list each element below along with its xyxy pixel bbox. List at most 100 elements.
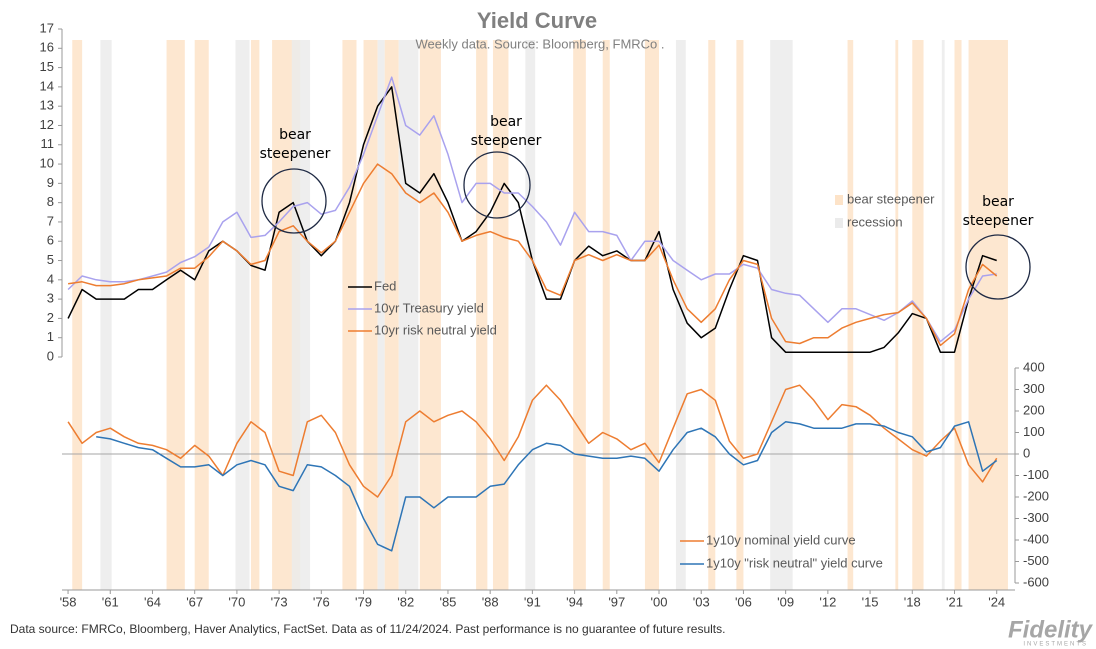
y-tick-label: 0 [47,348,54,363]
legend-label: 1y10y "risk neutral" yield curve [706,555,883,570]
x-tick-label: '12 [819,594,836,609]
y-tick-label: 9 [47,175,54,190]
legend-label: recession [847,214,903,229]
y-tick-label: 8 [47,194,54,209]
x-tick-label: '97 [608,594,625,609]
y-tick-label: -300 [1023,510,1049,525]
x-tick-label: '06 [735,594,752,609]
band [250,40,260,590]
logo: Fidelity [1008,616,1094,643]
legend-label: 10yr risk neutral yield [374,322,497,337]
annotation: bear steepener [962,194,1034,229]
x-tick-label: '82 [397,594,414,609]
band [492,40,509,590]
band [525,40,536,590]
series-line [96,421,998,552]
annotation: bear steepener [470,114,542,149]
chart-title: Yield Curve [477,8,597,33]
x-tick-label: '15 [862,594,879,609]
annotation-circle [463,151,531,219]
chart-subtitle: Weekly data. Source: Bloomberg, FMRCo . [415,36,664,51]
band [602,40,610,590]
legend-swatch [835,195,843,205]
y-tick-label: 400 [1023,359,1045,374]
y-tick-label: 12 [40,117,54,132]
x-tick-label: '61 [102,594,119,609]
band [291,40,311,590]
band [847,40,854,590]
x-tick-label: '79 [355,594,372,609]
y-tick-label: 0 [1023,445,1030,460]
annotation-circle [261,168,327,234]
y-tick-label: 200 [1023,402,1045,417]
x-tick-label: '24 [988,594,1005,609]
x-tick-label: '85 [439,594,456,609]
y-tick-label: 13 [40,98,54,113]
band [573,40,586,590]
x-tick-label: '00 [651,594,668,609]
series-line [67,163,998,347]
legend-label: 10yr Treasury yield [374,300,484,315]
band [675,40,686,590]
x-tick-label: '73 [271,594,288,609]
y-tick-label: 100 [1023,424,1045,439]
band [941,40,945,590]
y-tick-label: 15 [40,59,54,74]
logo-sub: INVESTMENTS [1023,642,1088,648]
x-tick-label: '76 [313,594,330,609]
x-tick-label: '21 [946,594,963,609]
y-tick-label: 6 [47,233,54,248]
y-tick-label: 2 [47,310,54,325]
x-tick-label: '58 [60,594,77,609]
y-tick-label: 17 [40,20,54,35]
x-tick-label: '70 [228,594,245,609]
legend-label: 1y10y nominal yield curve [706,532,856,547]
band [72,40,83,590]
band [194,40,209,590]
x-tick-label: '03 [693,594,710,609]
y-tick-label: 16 [40,40,54,55]
y-tick-label: -400 [1023,531,1049,546]
legend-label: Fed [374,278,396,293]
x-tick-label: '09 [777,594,794,609]
band [968,40,1008,590]
footer-source: Data source: FMRCo, Bloomberg, Haver Ana… [10,622,725,636]
legend-swatch [835,218,843,228]
band [644,40,660,590]
y-tick-label: -100 [1023,467,1049,482]
series-line [67,76,997,343]
band [398,40,419,590]
band [736,40,744,590]
x-tick-label: '67 [186,594,203,609]
y-tick-label: -500 [1023,553,1049,568]
y-tick-label: 300 [1023,381,1045,396]
y-tick-label: 14 [40,78,54,93]
x-tick-label: '94 [566,594,583,609]
x-tick-label: '91 [524,594,541,609]
y-tick-label: 3 [47,291,54,306]
y-tick-label: 5 [47,252,54,267]
band [954,40,962,590]
band [235,40,250,590]
x-tick-label: '88 [482,594,499,609]
y-tick-label: -200 [1023,488,1049,503]
band [342,40,357,590]
band [476,40,488,590]
y-tick-label: 10 [40,155,54,170]
band [708,40,716,590]
band [166,40,185,590]
y-tick-label: 7 [47,213,54,228]
band [377,40,385,590]
y-tick-label: 1 [47,329,54,344]
x-tick-label: '64 [144,594,161,609]
band [770,40,793,590]
band [100,40,112,590]
annotation-circle [965,234,1031,300]
annotation: bear steepener [259,127,331,162]
x-tick-label: '18 [904,594,921,609]
legend-label: bear steepener [847,191,935,206]
band [895,40,899,590]
y-tick-label: -600 [1023,574,1049,589]
